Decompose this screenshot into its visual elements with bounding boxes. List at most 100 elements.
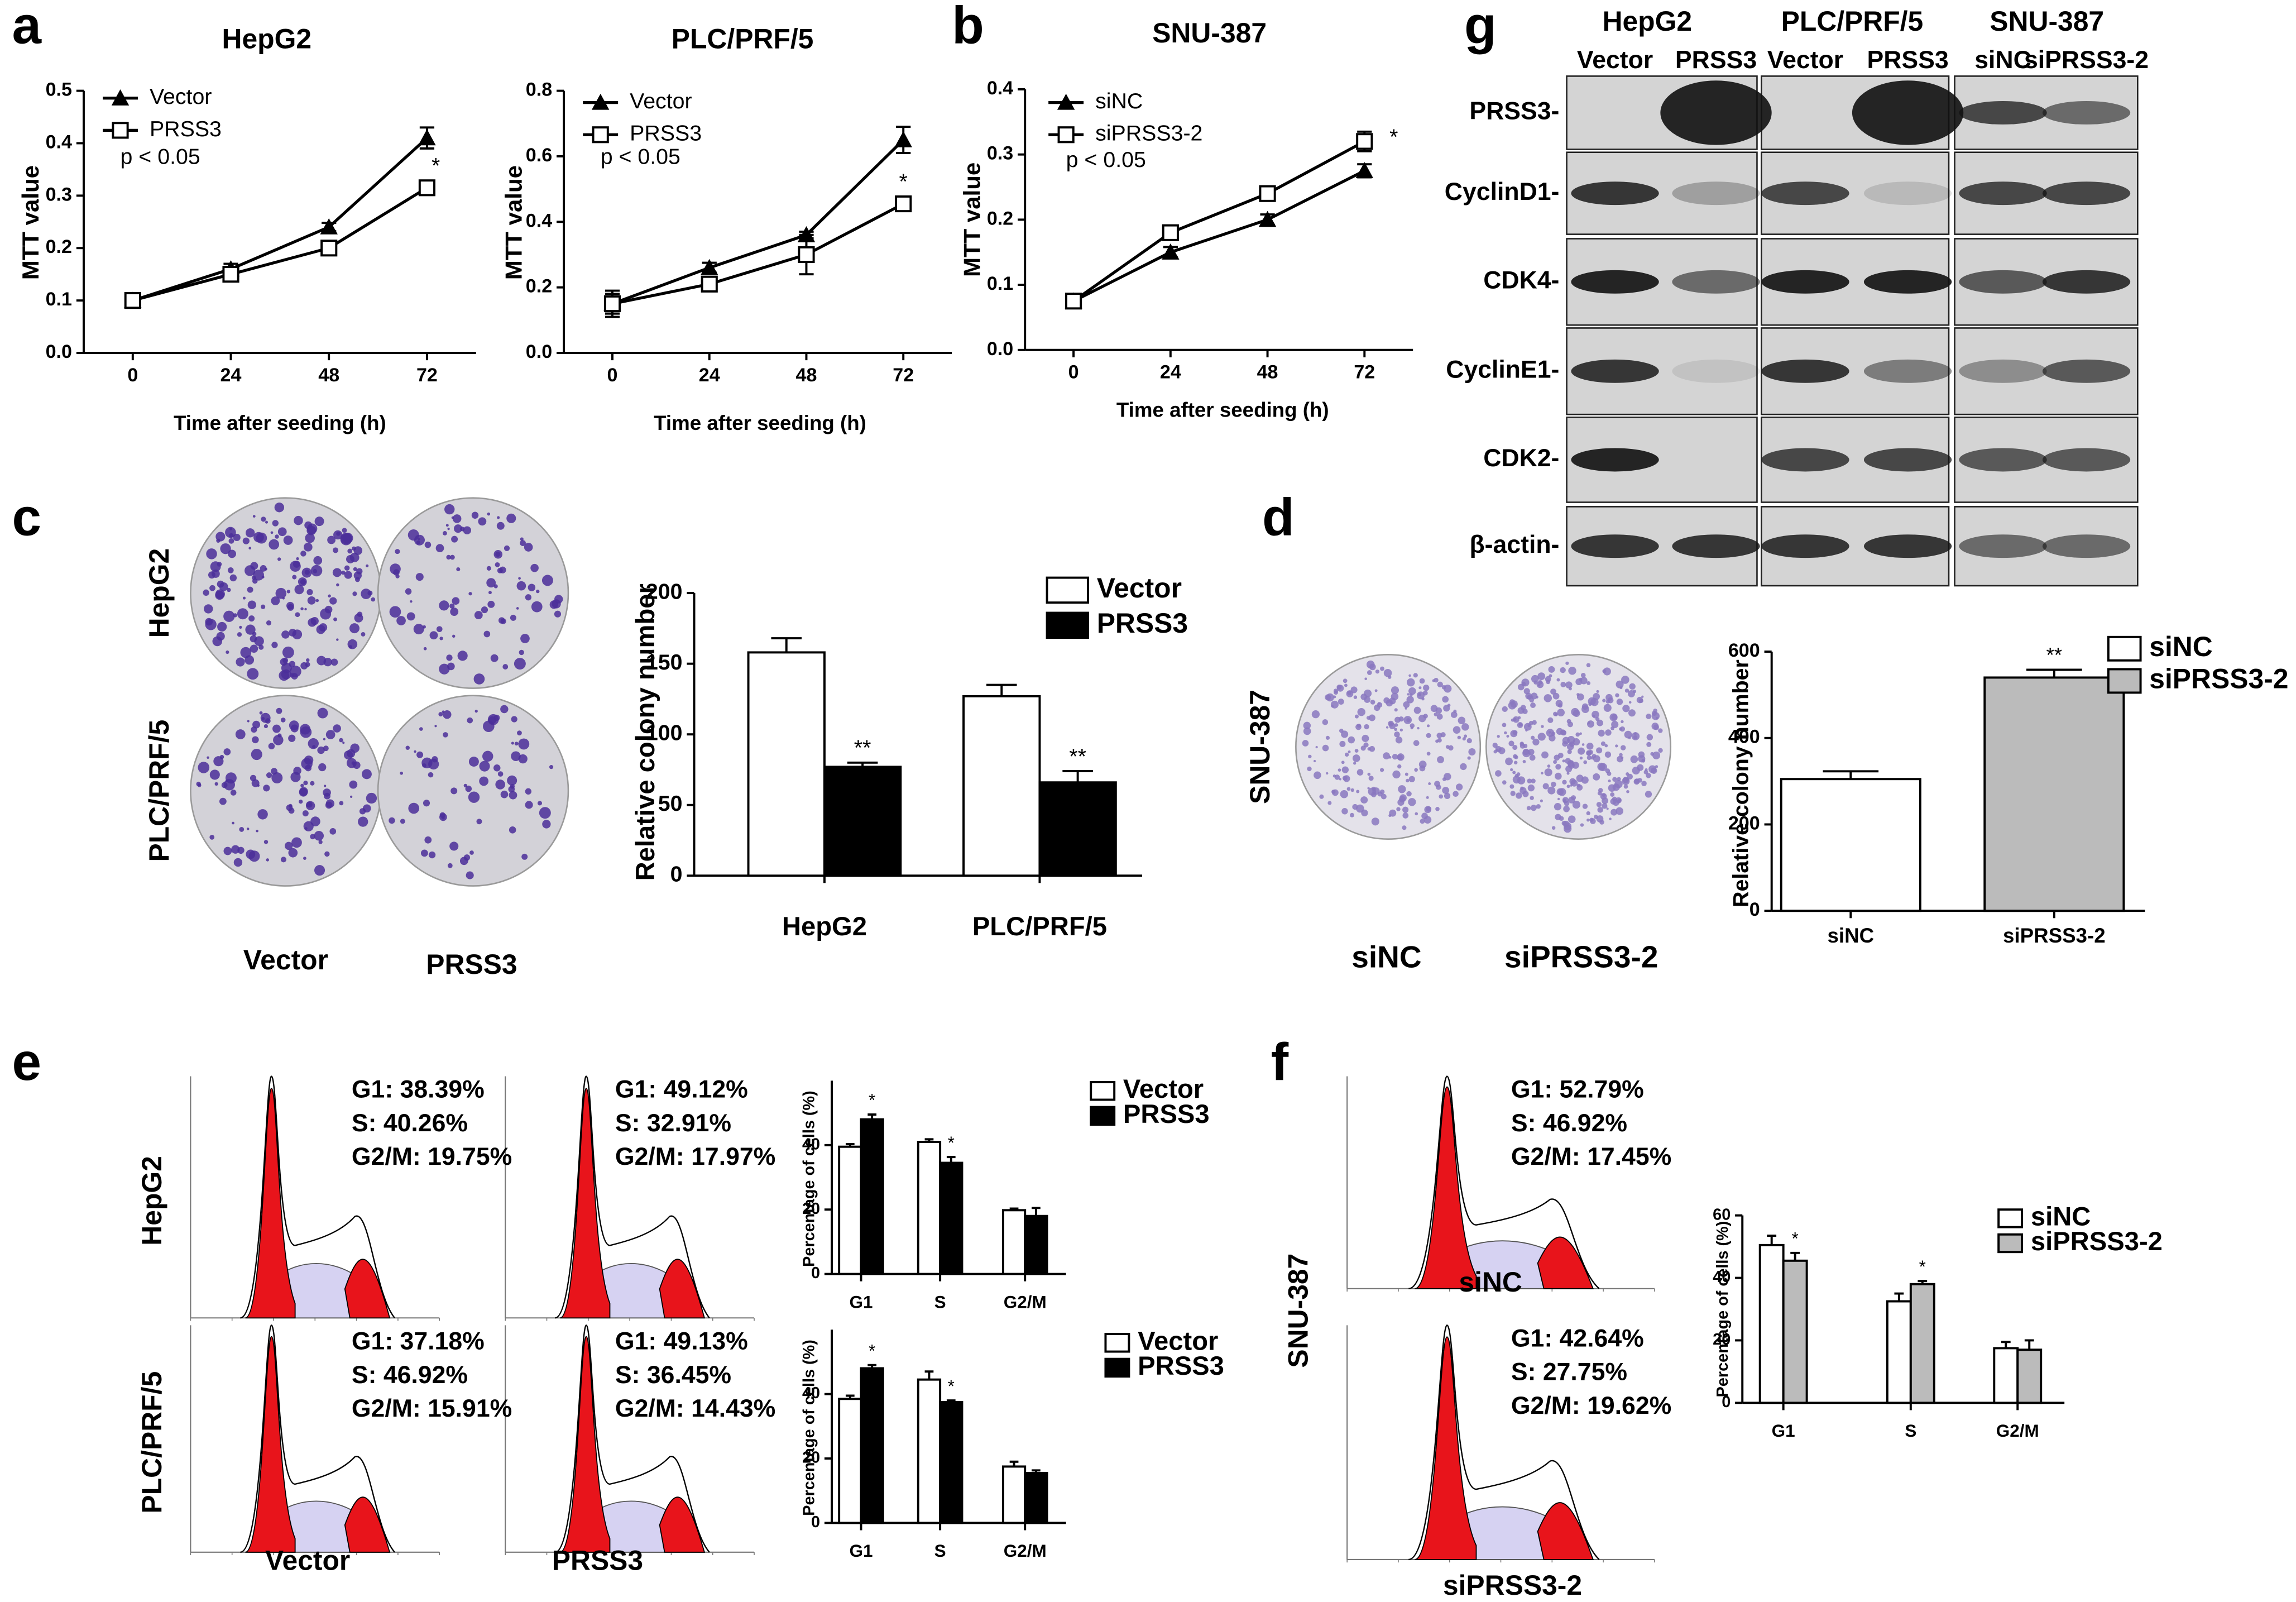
colony	[319, 623, 328, 632]
colony	[265, 520, 269, 524]
colony	[362, 769, 372, 780]
hist-g1-peak	[559, 1336, 611, 1553]
colony	[284, 841, 293, 850]
colony	[410, 600, 413, 603]
colony	[1572, 762, 1579, 769]
colony	[260, 712, 271, 723]
colony	[436, 626, 443, 633]
colony	[1347, 690, 1352, 695]
y-tick-label: 0.4	[46, 131, 72, 152]
x-tick-label: PLC/PRF/5	[972, 912, 1107, 941]
colony	[229, 533, 234, 538]
colony	[435, 544, 444, 553]
panel-letter: a	[12, 0, 42, 55]
y-axis-label: Percentage of cells (%)	[800, 1091, 818, 1267]
error-bar	[845, 1143, 855, 1147]
colony	[1426, 752, 1431, 756]
colony	[247, 720, 250, 723]
colony	[349, 795, 353, 798]
colony	[1617, 777, 1621, 781]
colony	[1552, 692, 1560, 700]
blot-band	[1863, 270, 1952, 294]
colony	[509, 826, 516, 834]
colony	[416, 541, 420, 545]
colony	[1338, 699, 1344, 705]
colony	[1557, 797, 1560, 801]
colony	[419, 727, 423, 731]
colony	[1616, 699, 1623, 705]
colony	[493, 714, 500, 721]
colony	[209, 585, 215, 591]
colony	[274, 503, 285, 513]
cell-cycle-stat: G2/M: 19.62%	[1511, 1392, 1671, 1419]
legend-label: Vector	[1138, 1326, 1218, 1356]
colony	[416, 751, 424, 758]
colony	[1551, 781, 1556, 787]
colony	[1527, 784, 1535, 792]
colony	[511, 716, 517, 723]
colony	[1510, 791, 1516, 796]
colony	[1555, 700, 1563, 707]
colony	[442, 710, 445, 714]
colony	[1408, 798, 1416, 806]
annotation: *	[432, 154, 440, 178]
cell-cycle-stat: G2/M: 15.91%	[352, 1395, 512, 1422]
colony	[1643, 769, 1648, 774]
cell-cycle-stat: G1: 42.64%	[1511, 1324, 1644, 1352]
colony	[395, 549, 400, 554]
colony	[1339, 778, 1341, 781]
colony	[1428, 782, 1431, 785]
colony	[217, 580, 224, 588]
legend-marker	[112, 122, 129, 139]
colony	[509, 791, 517, 800]
y-axis-label: Relative colony number	[1729, 659, 1753, 907]
bar	[838, 1145, 862, 1275]
colony	[1453, 791, 1459, 797]
colony	[1527, 778, 1532, 783]
colony	[1589, 817, 1594, 822]
cell-cycle-stat: S: 40.26%	[352, 1110, 468, 1137]
bar	[1909, 1283, 1935, 1404]
colony	[1413, 740, 1420, 747]
colony	[428, 851, 436, 859]
colony	[1413, 673, 1418, 678]
colony	[1512, 771, 1516, 774]
colony	[223, 748, 231, 755]
colony	[1326, 693, 1334, 702]
bar	[1886, 1300, 1912, 1404]
colony	[447, 662, 455, 671]
colony	[352, 546, 356, 551]
colony	[1367, 747, 1371, 751]
y-tick-label: 0.6	[526, 145, 552, 166]
colony	[288, 848, 298, 858]
colony	[1557, 752, 1564, 758]
colony	[344, 571, 352, 579]
colony	[270, 531, 274, 534]
colony	[1325, 735, 1330, 740]
colony	[1397, 798, 1405, 806]
colony	[217, 562, 222, 567]
y-axis-label: MTT value	[959, 162, 985, 277]
colony	[1658, 748, 1663, 753]
y-tick-label: 150	[646, 650, 683, 675]
colony	[400, 819, 405, 824]
colony	[1371, 817, 1379, 826]
colony	[252, 515, 256, 518]
colony	[1497, 735, 1500, 738]
colony	[488, 591, 492, 595]
colony	[1626, 778, 1629, 781]
colony	[1583, 760, 1588, 764]
colony	[237, 608, 248, 620]
colony	[1639, 699, 1643, 704]
colony	[1467, 756, 1471, 760]
colony	[525, 788, 532, 795]
colony	[1586, 755, 1592, 761]
colony	[1569, 778, 1576, 785]
colony	[1333, 688, 1339, 694]
colony	[390, 563, 401, 575]
bar	[2016, 1348, 2043, 1404]
colony	[1616, 680, 1624, 688]
annotation: *	[869, 1091, 875, 1110]
bar	[860, 1367, 884, 1524]
colony	[539, 807, 551, 819]
